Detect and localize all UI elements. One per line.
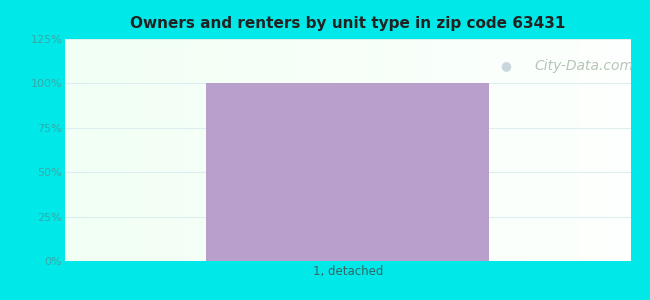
Bar: [207, 83, 489, 261]
Text: City-Data.com: City-Data.com: [534, 58, 633, 73]
Title: Owners and renters by unit type in zip code 63431: Owners and renters by unit type in zip c…: [130, 16, 566, 31]
Text: ●: ●: [500, 59, 512, 72]
